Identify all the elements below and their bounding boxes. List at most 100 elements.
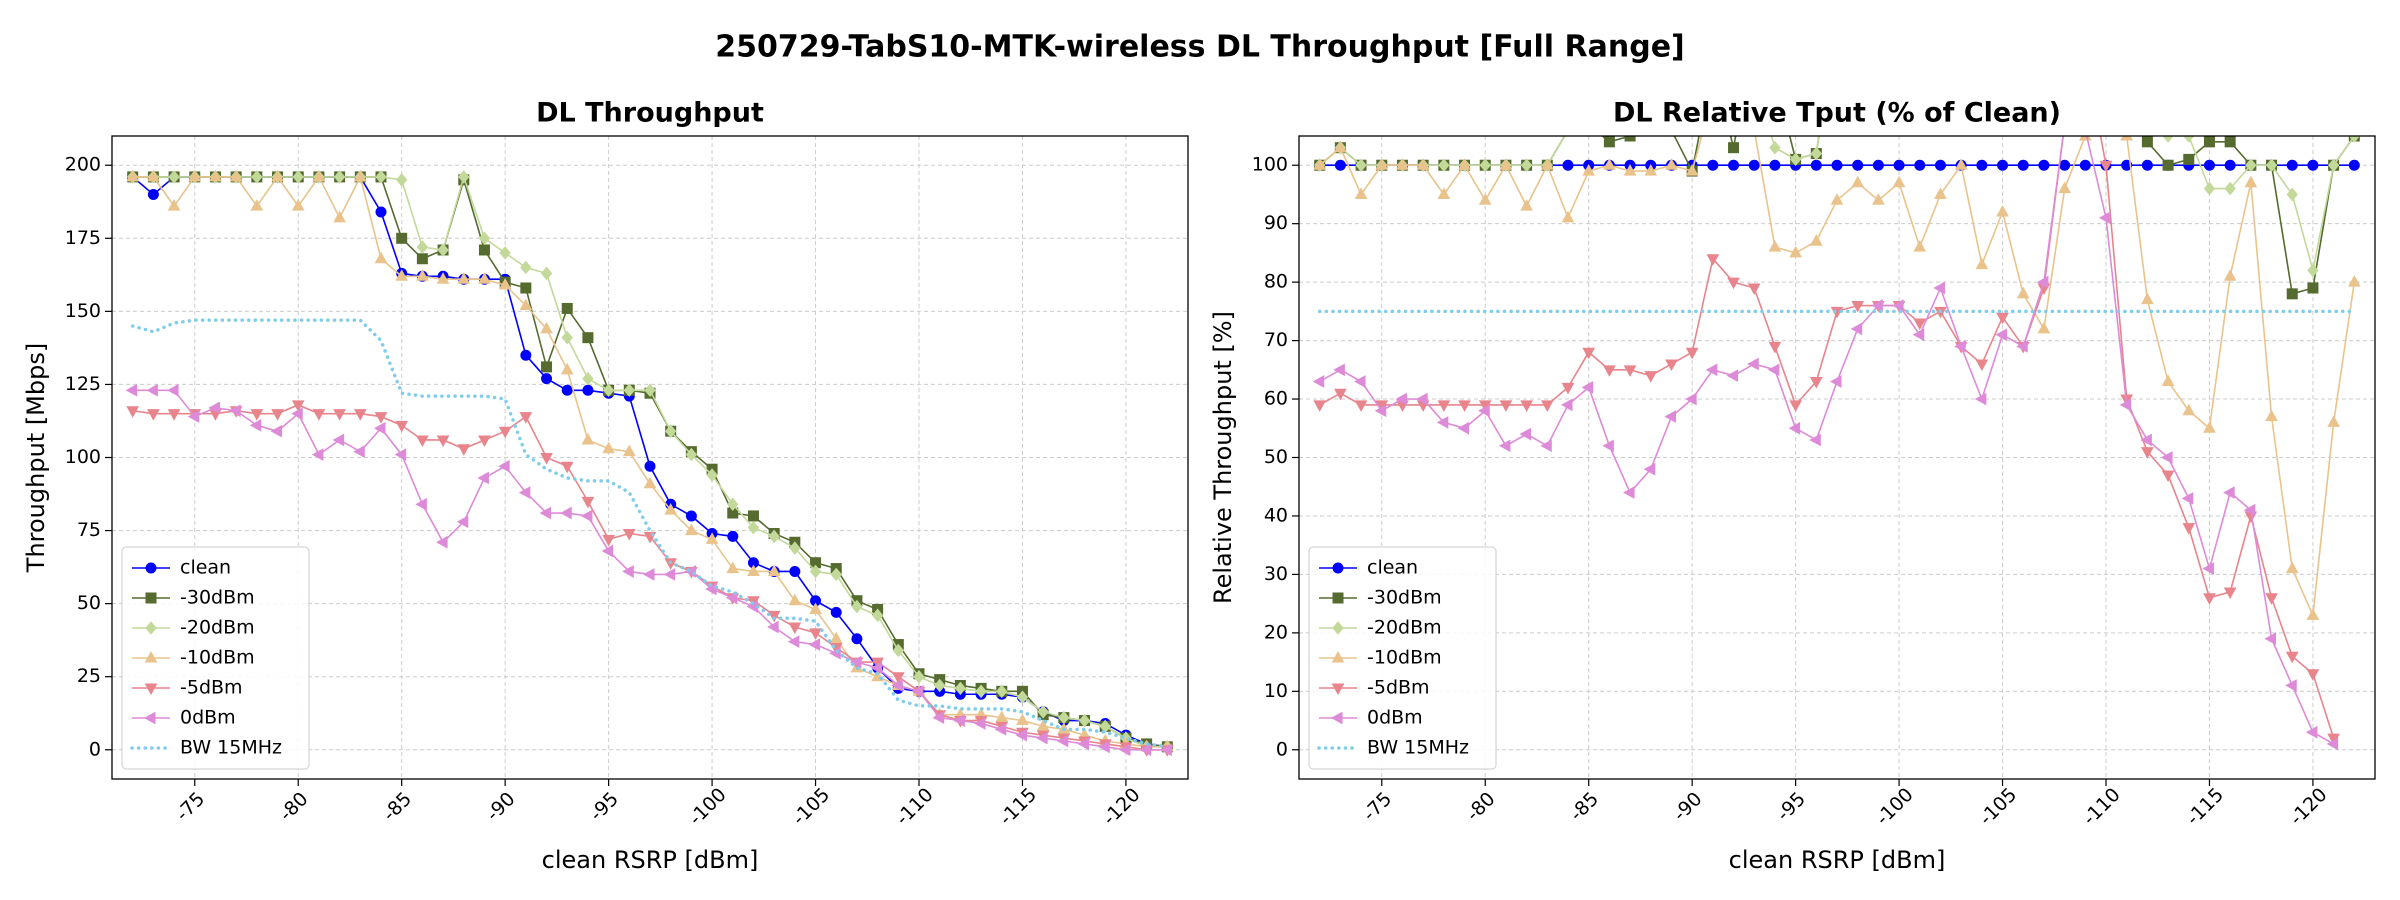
marker <box>1078 713 1091 728</box>
marker <box>581 496 595 509</box>
marker <box>2224 181 2236 196</box>
marker <box>747 564 760 576</box>
marker <box>2079 159 2091 171</box>
marker <box>2224 136 2236 148</box>
marker <box>685 447 698 462</box>
marker <box>2016 340 2028 353</box>
marker <box>1312 375 1325 388</box>
marker <box>2059 159 2071 171</box>
marker <box>373 421 386 435</box>
marker <box>1519 427 1532 441</box>
marker <box>143 711 156 725</box>
marker <box>581 432 595 445</box>
legend-label: 0dBm <box>180 707 236 729</box>
marker <box>642 568 655 581</box>
marker <box>767 564 781 576</box>
marker <box>1581 381 1594 394</box>
marker <box>1160 743 1172 757</box>
marker <box>498 278 512 290</box>
marker <box>560 506 572 520</box>
marker <box>2265 409 2278 422</box>
marker <box>995 710 1009 723</box>
marker <box>1623 365 1637 377</box>
marker <box>1334 388 1347 401</box>
marker <box>539 506 552 520</box>
marker <box>375 206 387 218</box>
legend-label: 0dBm <box>1367 707 1423 729</box>
marker <box>1644 371 1658 383</box>
marker <box>520 282 532 294</box>
marker <box>478 231 491 246</box>
legend: clean -30dBm -20dBm -10dBm -5dBm 0dBm BW 15MHz <box>121 546 310 770</box>
marker <box>1892 299 1904 312</box>
marker <box>540 266 553 281</box>
marker <box>2286 187 2298 202</box>
marker <box>436 272 450 284</box>
marker <box>2348 136 2360 143</box>
marker <box>1416 158 1430 170</box>
marker <box>809 628 822 640</box>
marker <box>1540 400 1554 412</box>
marker <box>1395 392 1407 406</box>
marker <box>1118 743 1131 757</box>
marker <box>789 541 801 555</box>
marker <box>125 383 138 397</box>
marker <box>2348 159 2360 171</box>
marker <box>582 371 594 386</box>
marker <box>1788 421 1801 435</box>
y-axis-label: Relative Throughput [%] <box>1209 311 1237 604</box>
marker <box>726 561 740 574</box>
marker <box>2307 282 2319 294</box>
marker <box>2017 159 2029 171</box>
marker <box>1313 400 1327 412</box>
marker <box>1726 369 1739 383</box>
marker <box>2305 725 2318 739</box>
marker <box>1934 187 1947 199</box>
y-tick-label: 50 <box>1264 446 1288 468</box>
marker <box>1457 421 1470 435</box>
marker <box>2098 211 2111 225</box>
marker <box>891 679 903 692</box>
y-tick-label: 0 <box>1276 738 1288 760</box>
marker <box>1603 158 1616 170</box>
marker <box>353 445 365 459</box>
marker <box>2202 562 2214 575</box>
legend-label: BW 15MHz <box>180 737 282 759</box>
marker <box>1747 283 1761 296</box>
marker <box>1354 375 1366 388</box>
marker <box>1334 159 1346 171</box>
marker <box>1520 158 1533 173</box>
marker <box>2306 669 2320 681</box>
axes-frame <box>1298 135 2376 780</box>
marker <box>1728 142 1740 154</box>
marker <box>2161 470 2175 483</box>
marker <box>1562 159 1574 171</box>
marker <box>333 409 346 421</box>
marker <box>2285 651 2299 664</box>
marker <box>767 620 779 634</box>
marker <box>477 471 489 485</box>
legend: clean -30dBm -20dBm -10dBm -5dBm 0dBm BW 15MHz <box>1308 546 1497 770</box>
marker <box>2058 181 2071 194</box>
marker <box>2141 136 2153 148</box>
series-line <box>1319 136 2355 271</box>
axes-title: DL Relative Tput (% of Clean) <box>1613 98 2061 129</box>
marker <box>1912 328 1925 342</box>
marker <box>913 669 925 684</box>
marker <box>1995 328 2008 342</box>
marker <box>2265 593 2278 605</box>
legend-label: -5dBm <box>1367 677 1430 699</box>
marker <box>1954 340 1966 353</box>
marker <box>188 169 202 182</box>
marker <box>2119 398 2132 412</box>
marker <box>187 410 200 423</box>
marker <box>1706 254 1720 266</box>
marker <box>1582 164 1596 176</box>
marker <box>1139 743 1152 757</box>
marker <box>1893 159 1905 171</box>
marker <box>1975 359 1989 372</box>
marker <box>1934 159 1946 171</box>
marker <box>1332 592 1344 604</box>
marker <box>457 444 471 456</box>
marker <box>333 170 346 184</box>
